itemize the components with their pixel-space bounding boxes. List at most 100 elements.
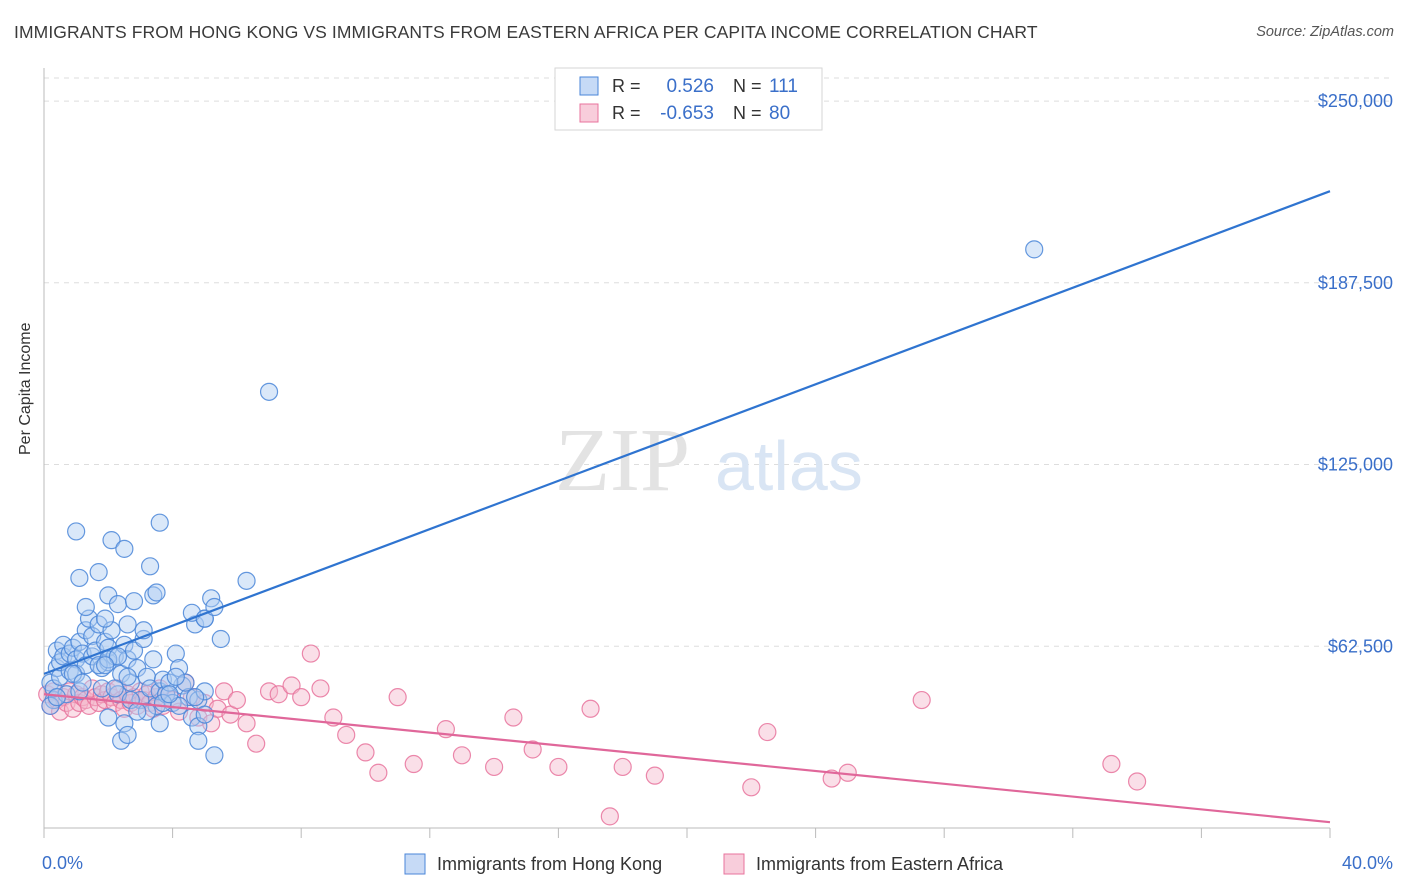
y-tick-label: $125,000 bbox=[1318, 455, 1393, 475]
data-point bbox=[356, 743, 375, 762]
data-point bbox=[67, 522, 86, 541]
data-point bbox=[108, 595, 128, 614]
data-point bbox=[144, 586, 163, 605]
data-point bbox=[388, 688, 407, 707]
data-point bbox=[214, 682, 234, 701]
data-point bbox=[549, 757, 568, 777]
data-point bbox=[269, 685, 288, 704]
data-point bbox=[822, 769, 841, 788]
data-point bbox=[137, 702, 156, 721]
data-point bbox=[311, 679, 330, 698]
data-point bbox=[118, 667, 137, 686]
trend-lines bbox=[43, 190, 1331, 824]
data-point bbox=[237, 571, 256, 590]
stats-r-value: -0.653 bbox=[660, 103, 714, 124]
x-tick-label-min: 0.0% bbox=[42, 853, 83, 873]
data-point bbox=[369, 763, 388, 782]
stats-n-value: 111 bbox=[769, 76, 798, 97]
data-point bbox=[186, 615, 205, 634]
data-point bbox=[404, 754, 423, 774]
data-point bbox=[150, 714, 169, 733]
data-point bbox=[189, 717, 208, 736]
data-point bbox=[189, 731, 208, 750]
watermark: ZIP atlas bbox=[555, 411, 863, 510]
data-point bbox=[124, 641, 144, 660]
data-point bbox=[211, 629, 230, 649]
stats-swatch bbox=[579, 103, 599, 123]
data-point bbox=[73, 673, 92, 692]
data-point bbox=[337, 725, 356, 745]
watermark-zip: ZIP bbox=[555, 411, 690, 510]
data-point bbox=[150, 513, 169, 532]
data-point bbox=[95, 656, 115, 675]
data-point bbox=[195, 682, 214, 701]
stats-legend: R = 0.526 N = 111 R = -0.653 N = 80 bbox=[554, 67, 823, 131]
stats-n-label: N = bbox=[733, 103, 762, 123]
y-tick-label: $250,000 bbox=[1318, 91, 1393, 111]
data-point bbox=[504, 708, 523, 727]
data-point bbox=[70, 568, 89, 588]
data-point bbox=[76, 597, 95, 617]
data-point bbox=[166, 667, 185, 686]
data-point bbox=[118, 615, 137, 634]
stats-r-value: 0.526 bbox=[666, 76, 714, 97]
trend-line-hong-kong bbox=[43, 190, 1331, 675]
data-point bbox=[89, 563, 108, 582]
x-tick-label-max: 40.0% bbox=[1342, 853, 1393, 873]
data-point bbox=[485, 757, 504, 777]
data-point bbox=[227, 690, 246, 710]
data-point bbox=[140, 557, 160, 576]
series-eastern-africa-points bbox=[38, 644, 1147, 826]
data-point bbox=[99, 708, 118, 727]
data-point bbox=[160, 685, 179, 704]
data-point bbox=[613, 757, 632, 777]
data-point bbox=[118, 725, 137, 745]
data-point bbox=[115, 714, 134, 733]
data-point bbox=[92, 679, 111, 698]
data-point bbox=[282, 676, 301, 695]
y-tick-label: $187,500 bbox=[1318, 273, 1393, 293]
gridlines bbox=[44, 77, 1392, 647]
data-point bbox=[176, 673, 195, 692]
data-point bbox=[124, 592, 144, 611]
data-point bbox=[742, 778, 761, 797]
stats-r-label: R = bbox=[612, 76, 641, 96]
legend-swatch bbox=[404, 853, 426, 875]
data-point bbox=[102, 621, 121, 640]
data-point bbox=[115, 539, 134, 558]
data-point bbox=[89, 656, 108, 675]
data-point bbox=[1025, 240, 1044, 259]
data-point bbox=[247, 734, 266, 753]
data-point bbox=[147, 583, 166, 602]
data-point bbox=[912, 690, 931, 710]
data-point bbox=[452, 746, 472, 765]
trend-line-eastern-africa bbox=[43, 693, 1331, 824]
data-point bbox=[186, 688, 205, 707]
legend-label: Immigrants from Eastern Africa bbox=[756, 854, 1004, 874]
stats-n-label: N = bbox=[733, 76, 762, 96]
data-point bbox=[237, 714, 256, 733]
data-point bbox=[79, 609, 99, 628]
data-point bbox=[758, 722, 777, 742]
data-point bbox=[205, 746, 224, 765]
series-hong-kong-points bbox=[41, 240, 1044, 765]
data-point bbox=[95, 609, 115, 628]
stats-swatch bbox=[579, 76, 599, 96]
data-point bbox=[292, 688, 311, 707]
data-point bbox=[166, 644, 185, 663]
data-point bbox=[102, 531, 121, 550]
data-point bbox=[259, 382, 279, 401]
data-point bbox=[144, 650, 163, 669]
watermark-atlas: atlas bbox=[715, 427, 863, 505]
legend-swatch bbox=[723, 853, 745, 875]
y-tick-label: $62,500 bbox=[1328, 636, 1393, 656]
data-point bbox=[128, 702, 147, 721]
stats-n-value: 80 bbox=[769, 103, 790, 124]
data-point bbox=[523, 740, 542, 759]
data-point bbox=[105, 679, 124, 698]
data-point bbox=[581, 699, 600, 718]
data-point bbox=[645, 766, 664, 785]
source-credit: Source: ZipAtlas.com bbox=[1256, 24, 1394, 40]
legend-label: Immigrants from Hong Kong bbox=[437, 854, 662, 874]
